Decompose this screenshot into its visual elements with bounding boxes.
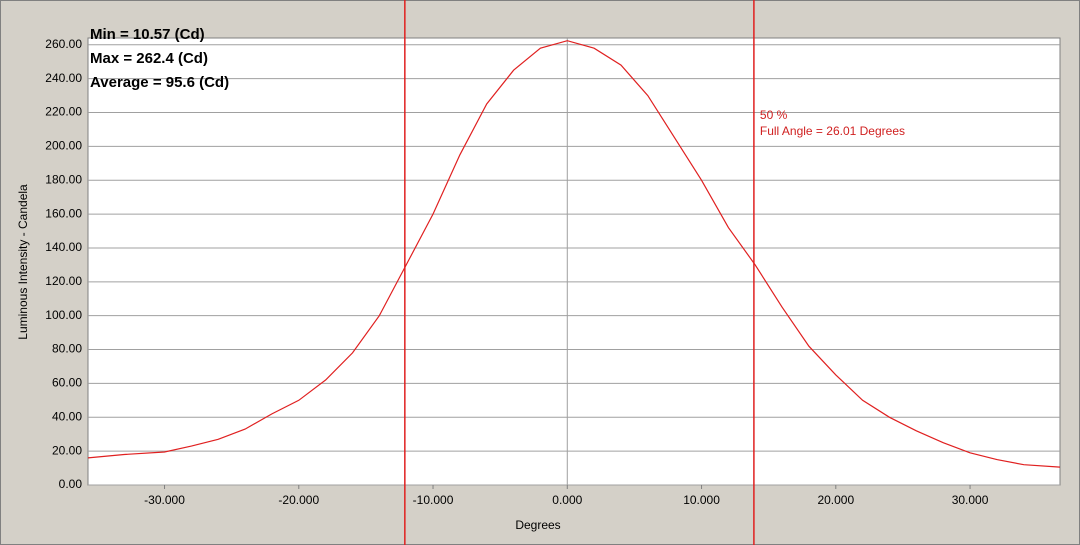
y-tick-label: 160.00 bbox=[45, 206, 82, 220]
x-tick-label: 30.000 bbox=[952, 493, 989, 507]
y-tick-label: 20.00 bbox=[52, 443, 82, 457]
x-tick-label: 10.000 bbox=[683, 493, 720, 507]
y-tick-label: 180.00 bbox=[45, 172, 82, 186]
y-tick-label: 40.00 bbox=[52, 409, 82, 423]
y-tick-label: 0.00 bbox=[59, 477, 83, 491]
curve bbox=[87, 40, 1061, 468]
y-axis-title: Luminous Intensity - Candela bbox=[16, 184, 30, 340]
y-tick-label: 200.00 bbox=[45, 139, 82, 153]
plot-area bbox=[87, 37, 1061, 486]
y-tick-label: 120.00 bbox=[45, 274, 82, 288]
y-tick-label: 240.00 bbox=[45, 71, 82, 85]
x-tick-label: -30.000 bbox=[144, 493, 185, 507]
x-tick-label: -20.000 bbox=[278, 493, 319, 507]
x-axis-title: Degrees bbox=[515, 518, 560, 532]
stat-annotation: Max = 262.4 (Cd) bbox=[90, 50, 208, 67]
marker-label: 50 % bbox=[760, 108, 788, 122]
x-tick-label: -10.000 bbox=[413, 493, 454, 507]
x-tick-label: 0.000 bbox=[552, 493, 582, 507]
stat-annotation: Min = 10.57 (Cd) bbox=[90, 26, 205, 43]
y-tick-label: 140.00 bbox=[45, 240, 82, 254]
y-tick-label: 80.00 bbox=[52, 342, 82, 356]
y-tick-label: 60.00 bbox=[52, 376, 82, 390]
y-tick-label: 220.00 bbox=[45, 105, 82, 119]
marker-label: Full Angle = 26.01 Degrees bbox=[760, 124, 905, 138]
y-tick-label: 260.00 bbox=[45, 37, 82, 51]
x-tick-label: 20.000 bbox=[817, 493, 854, 507]
stat-annotation: Average = 95.6 (Cd) bbox=[90, 74, 229, 91]
y-tick-label: 100.00 bbox=[45, 308, 82, 322]
